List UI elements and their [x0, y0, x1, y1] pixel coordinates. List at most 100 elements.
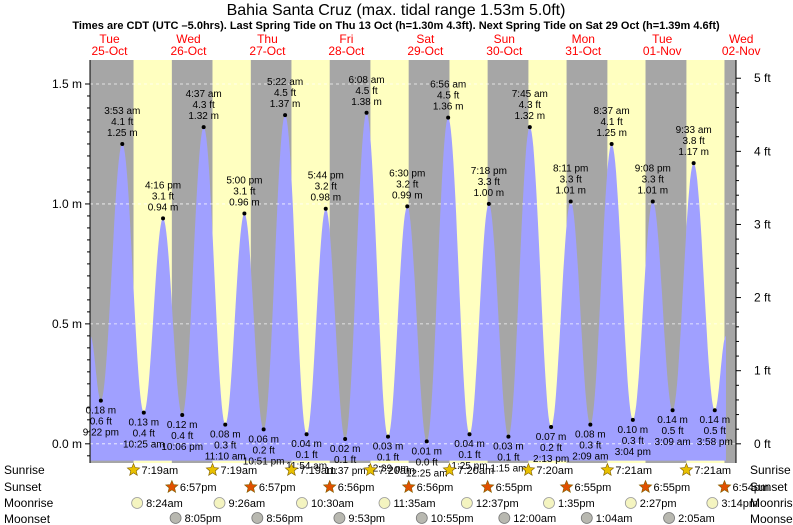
right-tick-label: 0 ft [754, 437, 771, 451]
tide-height-ft: 4.5 ft [437, 91, 459, 102]
row-label-left: Sunset [4, 480, 42, 494]
tide-height-ft: 3.1 ft [152, 191, 174, 202]
chart-title: Bahia Santa Cruz (max. tidal range 1.53m… [227, 2, 566, 19]
tide-time: 4:37 am [186, 89, 222, 100]
day-name: Wed [176, 32, 200, 46]
row-label-left: Moonrise [4, 496, 54, 510]
tide-height-m: 0.04 m [291, 439, 322, 450]
day-name: Wed [729, 32, 753, 46]
tide-height-ft: 3.3 ft [560, 175, 582, 186]
moonset-time: 8:56pm [266, 513, 303, 525]
row-label-left: Sunrise [4, 463, 45, 477]
tide-height-m: 1.00 m [474, 188, 505, 199]
tide-height-m: 0.03 m [493, 442, 524, 453]
tide-point [609, 141, 614, 146]
sunrise-icon [521, 462, 536, 476]
tide-height-m: 1.01 m [637, 186, 668, 197]
tide-point [527, 125, 532, 130]
tide-height-ft: 0.6 ft [90, 417, 112, 428]
tide-time: 12:39 pm [367, 464, 409, 475]
tide-point [670, 408, 675, 413]
tide-time: 10:06 pm [161, 442, 203, 453]
moonset-icon [333, 512, 346, 524]
moonrise-time: 2:27pm [640, 498, 677, 510]
tide-point [242, 211, 247, 216]
tide-time: 12:25 am [406, 468, 448, 479]
sunset-time: 6:56pm [338, 482, 375, 494]
moonset-time: 12:00am [513, 513, 556, 525]
sunset-icon [322, 479, 337, 493]
tide-time: 3:58 pm [697, 437, 733, 448]
tide-point [650, 199, 655, 204]
tide-point [630, 417, 635, 422]
tide-height-m: 0.98 m [310, 193, 341, 204]
tide-time: 11:54 am [286, 461, 327, 472]
right-tick-label: 1 ft [754, 364, 771, 378]
moonrise-time: 3:14pm [721, 498, 758, 510]
sunset-time: 6:54pm [732, 482, 769, 494]
tide-height-ft: 0.3 ft [214, 441, 236, 452]
day-name: Tue [652, 32, 673, 46]
right-tick-label: 3 ft [754, 217, 771, 231]
tide-point [261, 427, 266, 432]
tide-height-m: 0.04 m [454, 439, 485, 450]
tide-time: 1:15 am [490, 464, 526, 475]
sunset-icon [164, 479, 179, 493]
sunrise-icon [126, 462, 141, 476]
row-label-right: Moonset [750, 512, 793, 525]
moonrise-time: 10:30am [311, 498, 354, 510]
tide-height-m: 1.25 m [107, 128, 138, 139]
sunrise-time: 7:20am [536, 465, 573, 477]
sunset-time: 6:55pm [654, 482, 691, 494]
left-tick-label: 0.0 m [52, 437, 82, 451]
tide-time: 1:25 pm [451, 461, 487, 472]
row-label-right: Sunrise [750, 463, 791, 477]
tide-point [180, 413, 185, 418]
tide-height-ft: 0.3 ft [579, 441, 601, 452]
tide-time: 7:18 pm [471, 166, 507, 177]
sunrise-time: 7:19am [220, 465, 257, 477]
moonset-icon [251, 512, 264, 524]
tide-point [223, 422, 228, 427]
tide-height-ft: 3.2 ft [396, 179, 418, 190]
tide-point [304, 432, 309, 437]
left-tick-label: 1.0 m [52, 197, 82, 211]
tide-height-ft: 3.2 ft [315, 182, 337, 193]
tide-point [691, 161, 696, 166]
sunrise-icon [284, 462, 299, 476]
tide-point [120, 141, 125, 146]
moonrise-icon [296, 497, 308, 509]
sunrise-icon [679, 462, 694, 476]
moonset-time: 1:04am [596, 513, 633, 525]
tide-height-ft: 4.3 ft [519, 100, 541, 111]
tide-point [405, 204, 410, 209]
tide-time: 3:04 pm [615, 447, 651, 458]
left-tick-label: 0.5 m [52, 317, 82, 331]
day-date: 26-Oct [170, 44, 207, 58]
day-date: 02-Nov [722, 44, 761, 58]
moonset-time: 10:55pm [431, 513, 474, 525]
tide-height-ft: 4.1 ft [601, 117, 623, 128]
axes: 0.0 m 0.5 m 1.0 m 1.5 m 0 ft 1 ft 2 ft 3 ft 4 ft… [52, 60, 771, 463]
tide-time: 4:16 pm [145, 180, 181, 191]
sunset-icon [401, 479, 416, 493]
tide-point [141, 410, 146, 415]
plot-clip-group [90, 60, 736, 463]
day-labels: Tue25-OctWed26-OctThu27-OctFri28-OctSat2… [92, 32, 761, 58]
sunrise-time: 7:19am [142, 465, 179, 477]
tide-time: 6:56 am [430, 80, 466, 91]
tide-height-m: 0.02 m [330, 444, 361, 455]
moonrise-icon [213, 497, 226, 509]
moonrise-icon [706, 497, 719, 509]
tide-point [98, 398, 103, 403]
tide-time: 7:45 am [512, 89, 548, 100]
tide-height-m: 0.96 m [229, 198, 260, 209]
left-tick-label: 1.5 m [52, 77, 82, 91]
tide-time: 10:25 am [123, 440, 165, 451]
right-tick-label: 4 ft [754, 144, 771, 158]
tide-height-ft: 4.3 ft [193, 100, 215, 111]
tide-point [446, 115, 451, 120]
tide-time: 2:09 am [572, 452, 608, 463]
moonrise-icon [460, 497, 473, 509]
tide-height-m: 0.12 m [167, 420, 198, 431]
